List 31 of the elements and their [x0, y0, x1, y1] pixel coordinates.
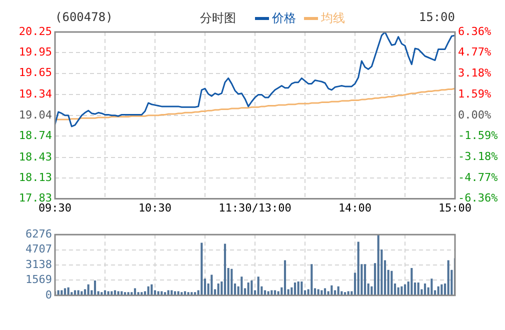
y2-tick-label: -1.59%: [458, 129, 498, 142]
x-tick-label: 11:30/13:00: [218, 201, 292, 214]
y-tick-label: 6276: [26, 227, 52, 240]
y-tick-label: 18.74: [18, 128, 52, 142]
y-tick-label: 18.13: [18, 170, 52, 184]
x-tick-label: 14:00: [338, 201, 372, 214]
y2-tick-label: 1.59%: [458, 87, 492, 100]
y-tick-label: 19.65: [18, 66, 52, 80]
legend-label: 均线: [321, 10, 345, 27]
y-tick-label: 20.25: [18, 24, 52, 38]
y2-tick-label: -4.77%: [458, 170, 498, 184]
y-tick-label: 0: [45, 288, 52, 302]
y-tick-label: 19.95: [18, 46, 52, 59]
y2-tick-label: 3.18%: [458, 66, 492, 80]
y-tick-label: 3138: [26, 258, 52, 271]
y2-tick-label: -3.18%: [458, 150, 498, 163]
y2-tick-label: 4.77%: [458, 46, 492, 59]
y2-tick-label: 6.36%: [458, 24, 492, 38]
chart-title: 分时图: [200, 10, 236, 27]
y-tick-label: 18.43: [18, 150, 52, 164]
x-tick-label: 10:30: [138, 201, 172, 214]
chart-subtitle: (600478): [55, 10, 113, 24]
x-tick-label: 09:30: [38, 201, 72, 214]
text: 15:00: [418, 10, 455, 24]
x-tick-label: 15:00: [438, 201, 472, 214]
y2-tick-label: 0.00%: [458, 108, 492, 122]
legend-label: 价格: [272, 10, 296, 27]
y-tick-label: 19.34: [18, 88, 52, 101]
y-tick-label: 4707: [26, 242, 52, 256]
y-tick-label: 19.04: [18, 108, 52, 122]
y-tick-label: 1569: [26, 273, 52, 286]
